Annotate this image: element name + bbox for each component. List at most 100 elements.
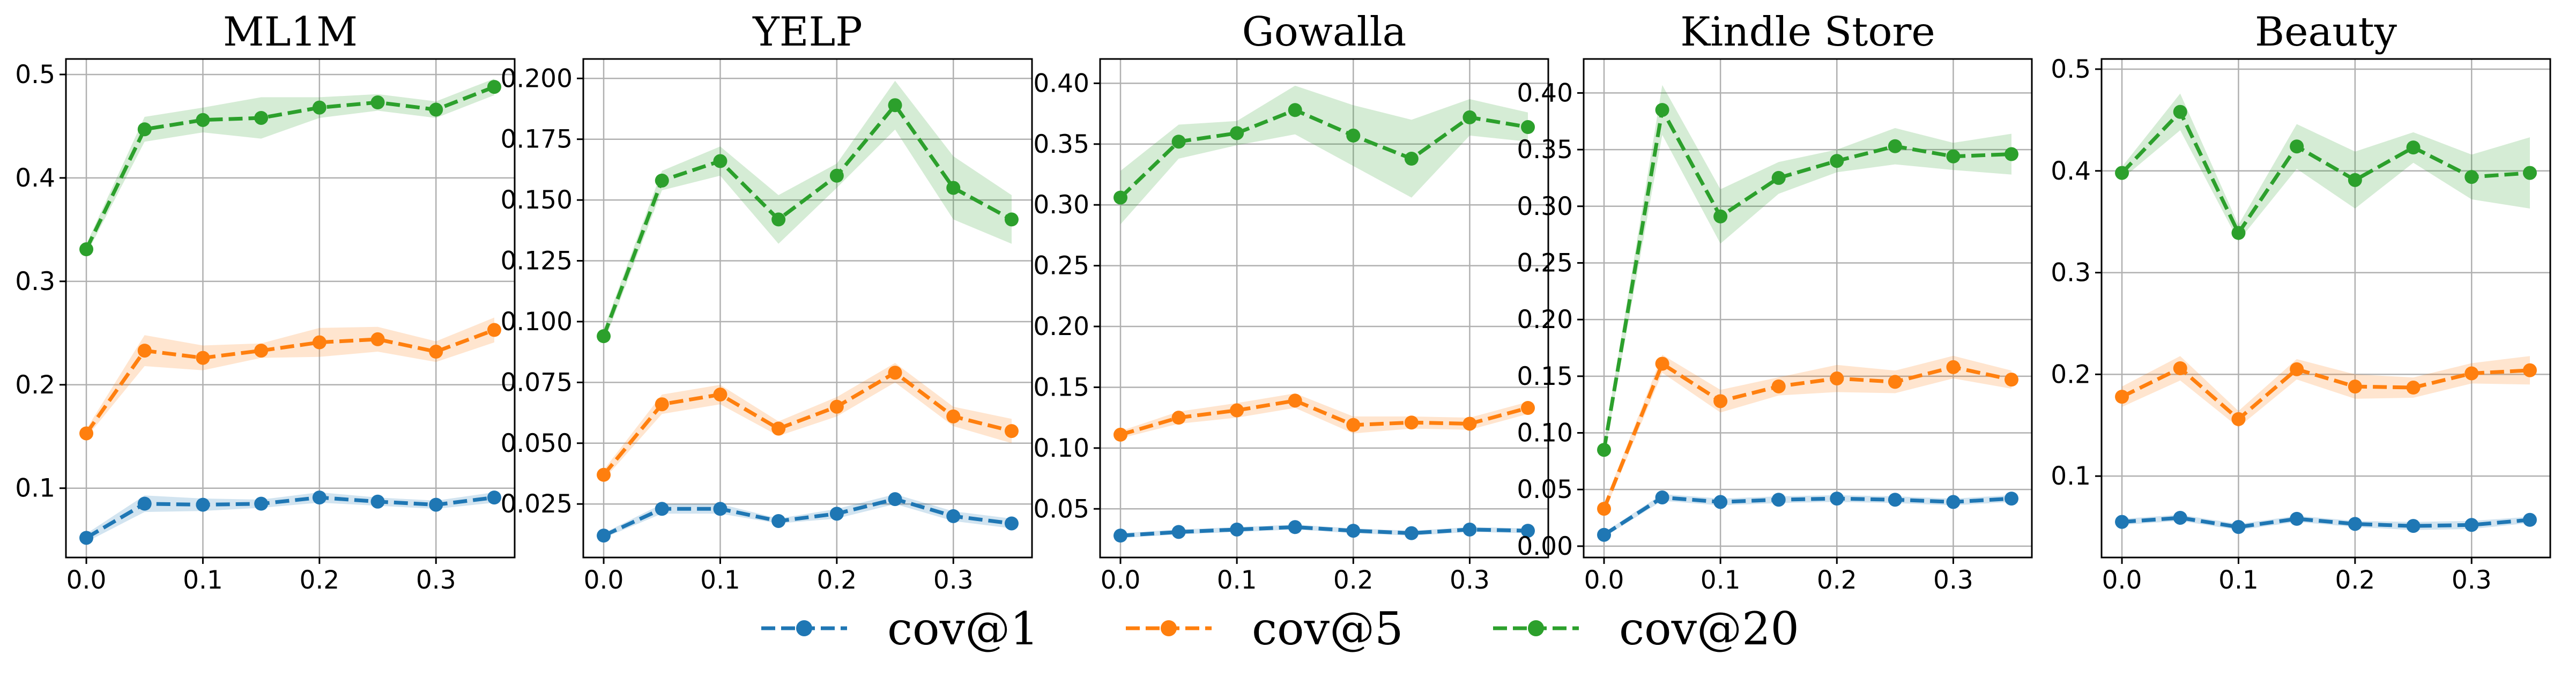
plot-frame [1583,58,2033,559]
data-point-cov-20 [2115,166,2129,180]
data-point-cov-1 [312,490,326,505]
data-point-cov-5 [2290,362,2304,376]
data-point-cov-20 [2290,139,2304,154]
panel-title: ML1M [223,8,358,55]
data-point-cov-20 [429,102,443,117]
data-point-cov-1 [2522,512,2537,527]
data-point-cov-20 [1346,128,1361,143]
data-point-cov-20 [1404,152,1419,166]
data-point-cov-20 [196,113,210,127]
data-point-cov-20 [1888,139,1902,153]
legend-marker [1161,620,1177,636]
panel-title: YELP [752,8,863,55]
x-tick-label: 0.3 [1450,566,1490,595]
data-point-cov-5 [429,345,443,359]
panel-gowalla: 0.0 0.1 0.2 0.3 0.05 0.10 0.15 0.20 0.25 0.30 0.35… [1033,8,1549,595]
data-point-cov-20 [2522,166,2537,180]
data-point-cov-1 [1230,522,1244,537]
data-point-cov-1 [2115,515,2129,529]
confidence-band-cov-5 [86,317,494,438]
data-point-cov-5 [1597,502,1611,516]
data-point-cov-5 [1288,393,1302,408]
data-point-cov-1 [1946,495,1961,509]
series-line-cov-5 [1120,398,1528,437]
series-line-cov-5 [85,328,495,435]
data-point-cov-1 [137,496,152,511]
legend-label: cov@5 [1252,603,1404,655]
y-tick-label: 0.20 [1033,312,1089,341]
x-tick-label: 0.1 [700,566,740,595]
data-point-cov-1 [2290,511,2304,526]
x-tick-label: 0.1 [1701,566,1741,595]
legend-label: cov@1 [887,603,1039,655]
x-tick-label: 0.3 [2452,566,2492,595]
data-point-cov-1 [946,509,961,523]
y-tick-label: 0.3 [15,267,55,296]
data-point-cov-20 [370,95,385,110]
data-point-cov-5 [79,426,94,441]
data-point-cov-5 [196,351,210,365]
y-tick-label: 0.00 [1517,532,1573,561]
data-point-cov-1 [888,492,902,507]
panel-kindle-store: 0.0 0.1 0.2 0.3 0.00 0.05 0.10 0.15 0.20 0.25 0.30… [1517,8,2033,595]
confidence-band-cov-20 [1120,85,1528,225]
data-point-cov-20 [1113,190,1127,205]
data-point-cov-20 [2464,170,2479,184]
data-point-cov-20 [1655,103,1669,117]
panel-title: Gowalla [1242,8,1407,55]
data-point-cov-20 [2231,226,2246,240]
data-point-cov-1 [1463,522,1477,537]
x-tick-label: 0.3 [1933,566,1973,595]
data-point-cov-5 [137,344,152,358]
data-point-cov-5 [1830,371,1844,386]
panel-yelp: 0.0 0.1 0.2 0.3 0.025 0.050 0.075 0.100 0.125 0.1… [500,8,1033,595]
data-point-cov-5 [888,366,902,380]
y-tick-label: 0.05 [1033,494,1089,524]
data-point-cov-1 [771,514,786,528]
data-point-cov-1 [1404,526,1419,540]
data-point-cov-5 [1171,411,1186,425]
data-point-cov-1 [254,496,269,511]
data-point-cov-20 [1004,212,1019,227]
data-point-cov-5 [1946,360,1961,374]
x-tick-label: 0.2 [1817,566,1857,595]
data-point-cov-5 [1346,418,1361,432]
data-point-cov-5 [2406,381,2421,395]
data-point-cov-5 [946,409,961,423]
confidence-band-cov-1 [1120,524,1528,538]
data-point-cov-20 [1171,135,1186,149]
x-tick-label: 0.2 [1333,566,1374,595]
y-tick-label: 0.35 [1033,130,1089,159]
data-point-cov-20 [1230,126,1244,140]
data-point-cov-1 [2173,510,2187,525]
data-point-cov-20 [946,181,961,195]
plot-frame [2100,58,2551,559]
data-point-cov-1 [2406,519,2421,533]
y-tick-label: 0.075 [500,368,573,397]
y-tick-label: 0.200 [500,64,573,93]
x-tick-label: 0.3 [416,566,456,595]
confidence-band-cov-20 [1604,85,2011,457]
data-point-cov-1 [487,490,501,505]
y-tick-label: 0.40 [1517,78,1573,108]
data-point-cov-20 [655,173,669,188]
y-tick-label: 0.5 [15,60,55,90]
data-point-cov-1 [2464,518,2479,532]
data-point-cov-5 [771,421,786,436]
series-line-cov-1 [603,497,1012,538]
data-point-cov-20 [597,329,611,344]
plot-frame [582,58,1033,559]
x-tick-label: 0.0 [66,566,107,595]
data-point-cov-20 [2173,105,2187,119]
series-line-cov-20 [1119,108,1528,199]
y-tick-label: 0.2 [15,370,55,400]
y-tick-label: 0.175 [500,125,573,154]
plot-frame [65,58,516,559]
data-point-cov-1 [2005,492,2018,506]
confidence-band-cov-5 [1604,354,2011,514]
data-point-cov-1 [196,497,210,512]
data-point-cov-5 [2173,361,2187,375]
x-tick-label: 0.3 [933,566,974,595]
plot-frame [1099,58,1549,559]
